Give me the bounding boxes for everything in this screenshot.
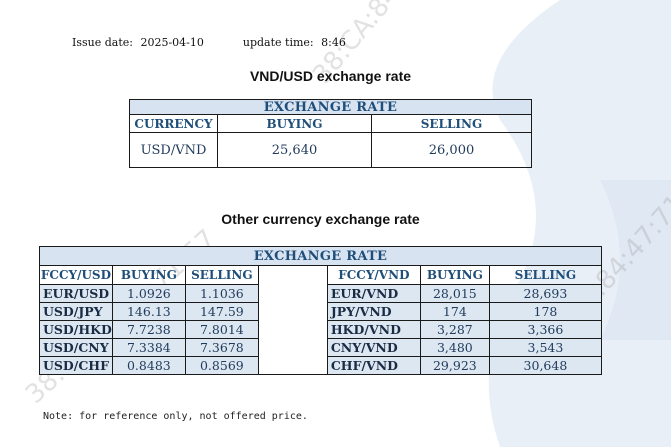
buying-cell: 7.7238 (111, 320, 186, 339)
pair-cell: USD/JPY (39, 302, 113, 321)
col-header-selling: SELLING (488, 265, 603, 285)
issue-info: Issue date: 2025-04-10 update time: 8:46 (72, 36, 350, 49)
spacer-cell (257, 320, 328, 339)
update-time-value: 8:46 (321, 36, 346, 49)
buying-cell: 3,287 (419, 320, 490, 339)
spacer-cell (257, 284, 328, 303)
selling-cell: 30,648 (488, 356, 603, 375)
vnd-usd-title: VND/USD exchange rate (249, 68, 412, 84)
pair-cell: EUR/VND (326, 284, 421, 303)
buying-cell: 3,480 (419, 338, 490, 357)
table-row: USD/VND 25,640 26,000 (129, 132, 532, 168)
spacer-cell (257, 302, 328, 321)
col-header-buying: BUYING (419, 265, 490, 285)
pair-cell: CNY/VND (326, 338, 421, 357)
update-time-label: update time: (242, 36, 314, 49)
selling-cell: 7.3678 (184, 338, 259, 357)
disclaimer-note: Note: for reference only, not offered pr… (43, 411, 308, 422)
buying-cell: 28,015 (419, 284, 490, 303)
spacer-cell (257, 356, 328, 375)
currency-cell: USD/VND (129, 132, 218, 168)
selling-cell: 3,543 (488, 338, 603, 357)
pair-cell: USD/HKD (39, 320, 113, 339)
col-header-currency: CURRENCY (129, 114, 218, 133)
col-header-fccy-usd: FCCY/USD (39, 265, 113, 285)
buying-cell: 146.13 (111, 302, 186, 321)
table-row: USD/CNY 7.3384 7.3678 CNY/VND 3,480 3,54… (39, 338, 603, 357)
spacer-cell (257, 338, 328, 357)
spacer-cell (257, 265, 328, 285)
selling-cell: 147.59 (184, 302, 259, 321)
selling-cell: 1.1036 (184, 284, 259, 303)
pair-cell: CHF/VND (326, 356, 421, 375)
issue-date-value: 2025-04-10 (140, 36, 204, 49)
selling-cell: 28,693 (488, 284, 603, 303)
table-row: EUR/USD 1.0926 1.1036 EUR/VND 28,015 28,… (39, 284, 603, 303)
buying-cell: 29,923 (419, 356, 490, 375)
buying-cell: 1.0926 (111, 284, 186, 303)
col-header-buying: BUYING (217, 114, 372, 133)
table-title: EXCHANGE RATE (129, 99, 532, 115)
table-title: EXCHANGE RATE (39, 246, 602, 266)
selling-cell: 26,000 (371, 132, 532, 168)
pair-cell: JPY/VND (326, 302, 421, 321)
buying-cell: 7.3384 (111, 338, 186, 357)
buying-cell: 25,640 (217, 132, 372, 168)
selling-cell: 3,366 (488, 320, 603, 339)
col-header-selling: SELLING (371, 114, 532, 133)
selling-cell: 7.8014 (184, 320, 259, 339)
issue-date-label: Issue date: (72, 36, 133, 49)
table-row: USD/JPY 146.13 147.59 JPY/VND 174 178 (39, 302, 603, 321)
other-rates-table: EXCHANGE RATE FCCY/USD BUYING SELLING FC… (39, 246, 603, 375)
col-header-buying: BUYING (111, 265, 186, 285)
other-rates-title: Other currency exchange rate (221, 211, 420, 227)
table-row: USD/HKD 7.7238 7.8014 HKD/VND 3,287 3,36… (39, 320, 603, 339)
pair-cell: HKD/VND (326, 320, 421, 339)
buying-cell: 174 (419, 302, 490, 321)
table-row: USD/CHF 0.8483 0.8569 CHF/VND 29,923 30,… (39, 356, 603, 375)
col-header-selling: SELLING (184, 265, 259, 285)
pair-cell: USD/CNY (39, 338, 113, 357)
vnd-usd-table: EXCHANGE RATE CURRENCY BUYING SELLING US… (129, 99, 532, 168)
pair-cell: EUR/USD (39, 284, 113, 303)
buying-cell: 0.8483 (111, 356, 186, 375)
selling-cell: 0.8569 (184, 356, 259, 375)
col-header-fccy-vnd: FCCY/VND (326, 265, 421, 285)
pair-cell: USD/CHF (39, 356, 113, 375)
selling-cell: 178 (488, 302, 603, 321)
